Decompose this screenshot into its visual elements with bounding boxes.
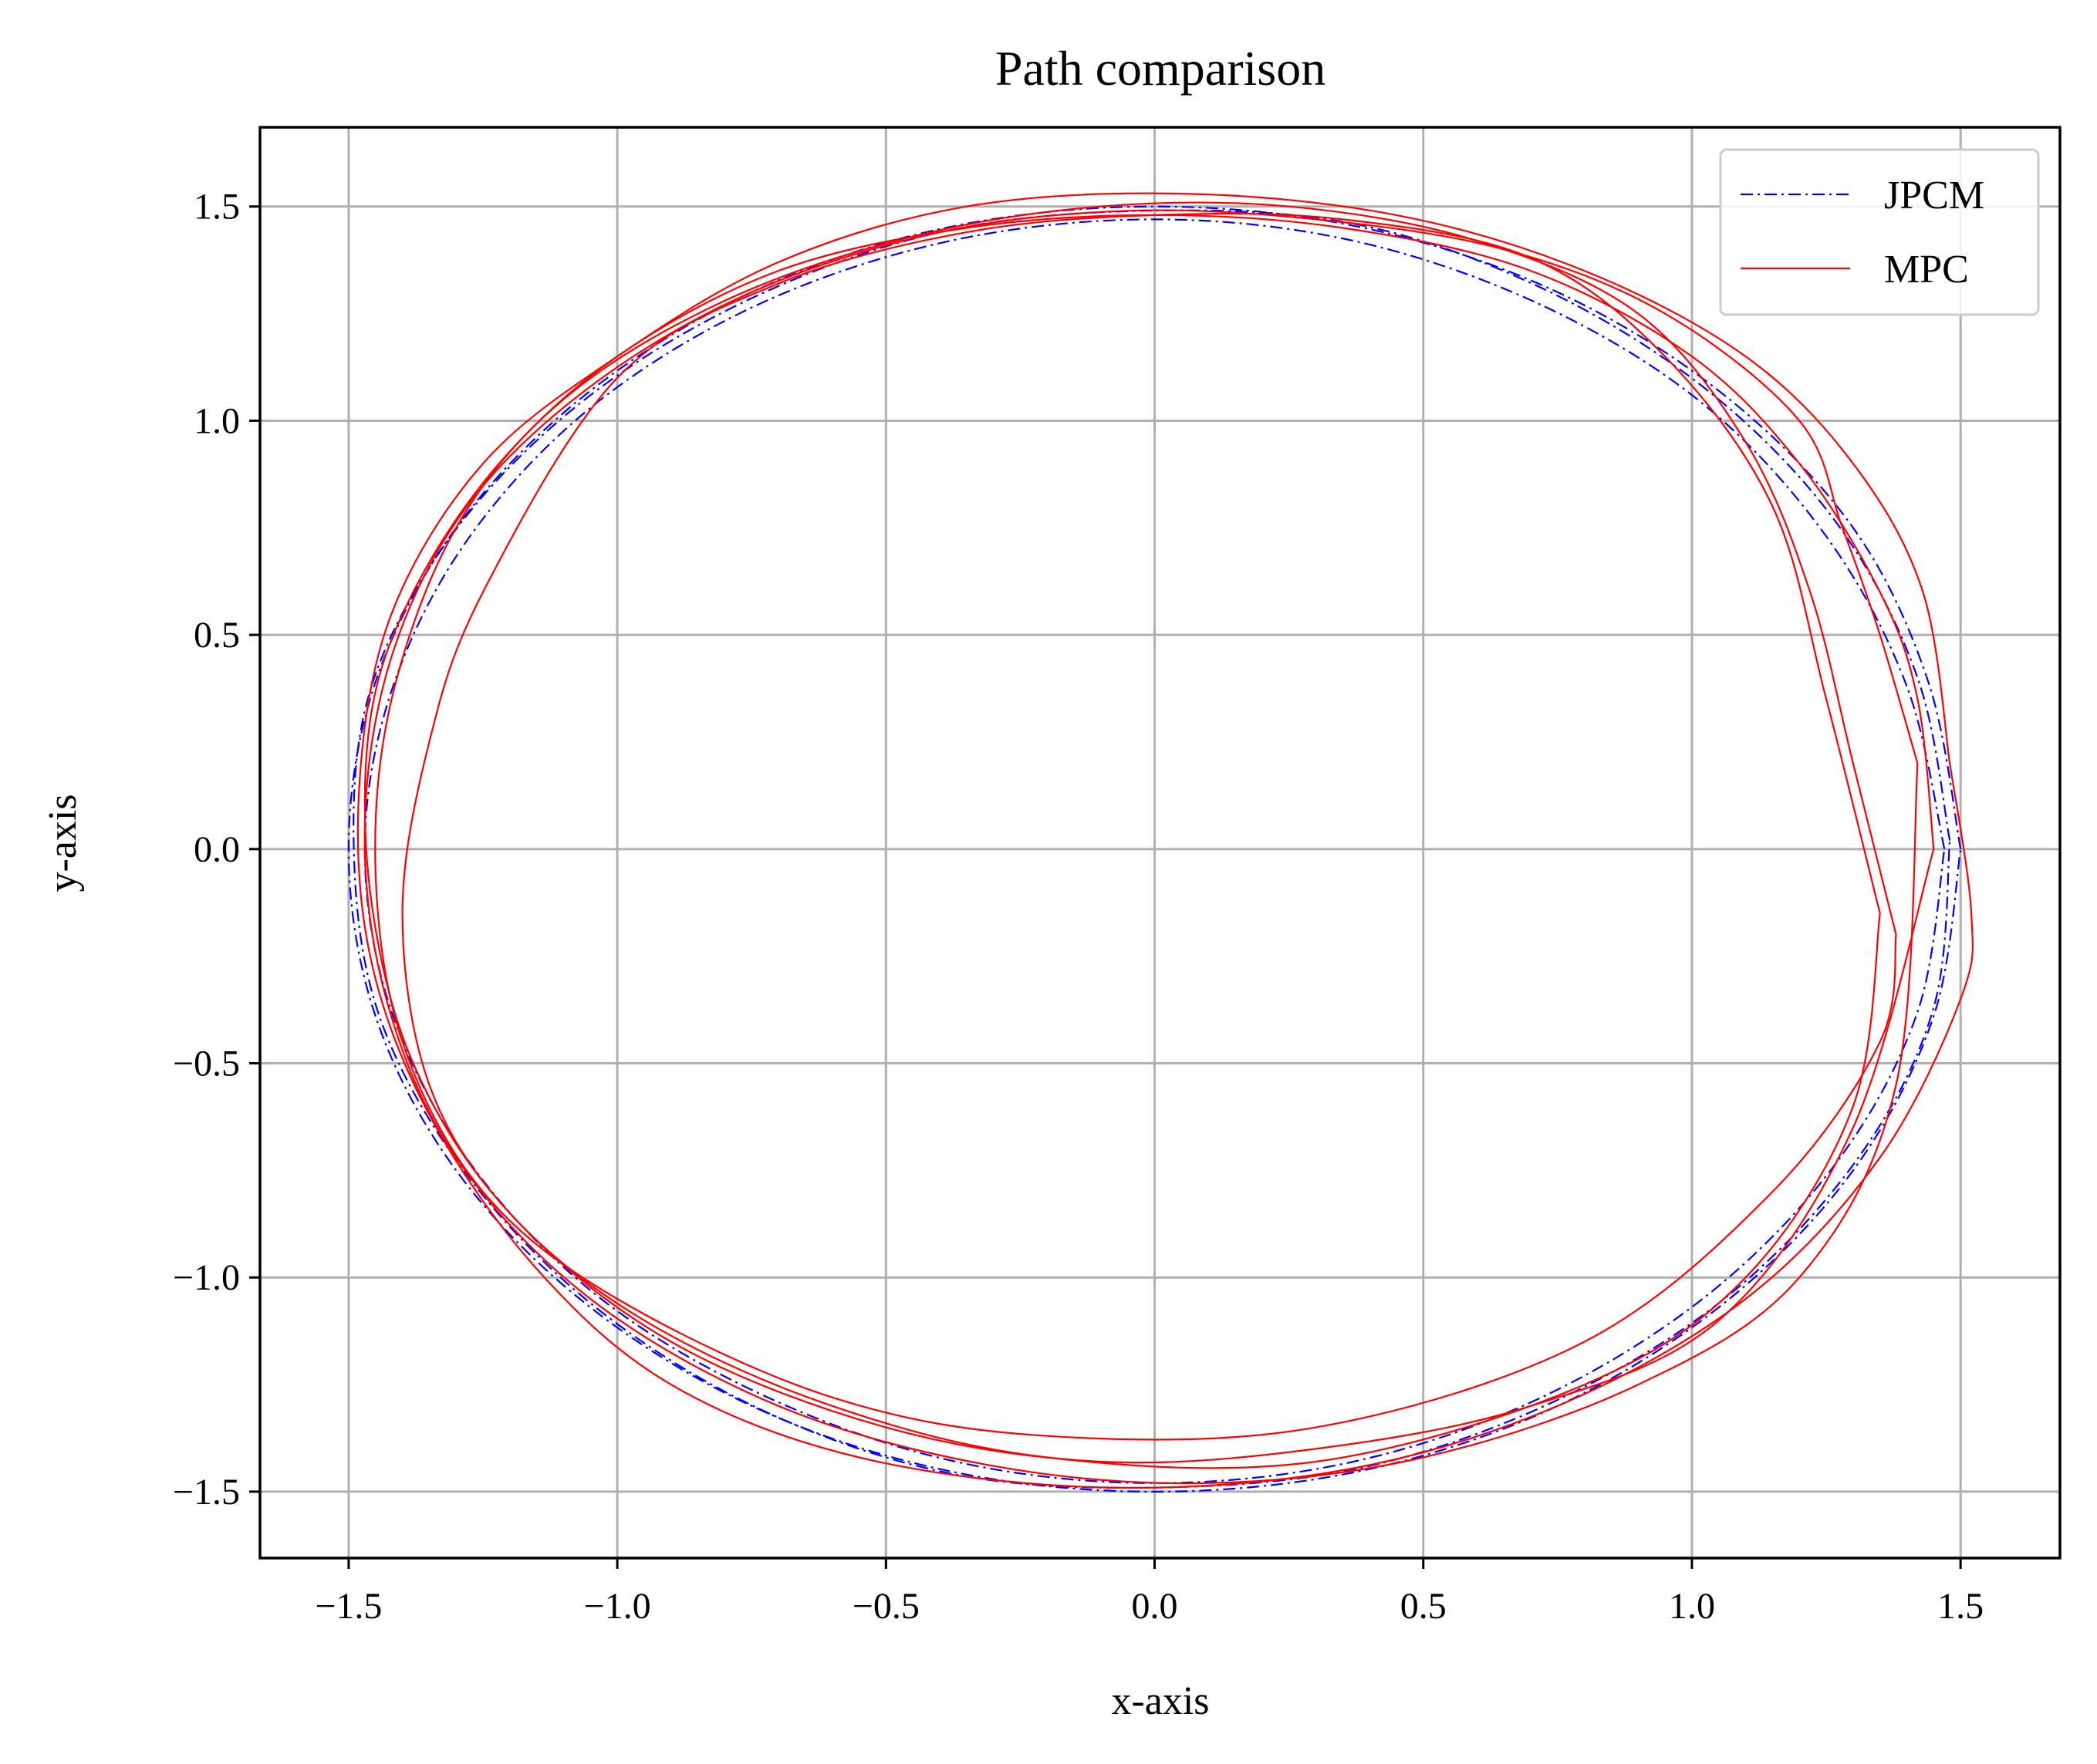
y-tick-label: −1.5 <box>173 1472 240 1513</box>
series-line-mpc <box>356 192 1974 1489</box>
series-line-mpc <box>363 209 1919 1485</box>
y-tick-label: 1.5 <box>194 187 240 228</box>
tick-marks: −1.5 −1.0 −0.5 0.0 0.5 1.0 1.5 −1.5 −1.0 −0.5 0.0 0… <box>173 187 1984 1627</box>
y-tick-label: −0.5 <box>173 1044 240 1084</box>
x-tick-label: 0.0 <box>1132 1586 1178 1627</box>
plot-frame <box>258 126 2062 1560</box>
y-tick-label: −1.0 <box>173 1257 240 1298</box>
series-line-mpc <box>374 201 1897 1441</box>
y-tick-label: 1.0 <box>194 400 240 441</box>
legend-label-jpcm: JPCM <box>1884 174 1984 218</box>
y-tick-label: 0.0 <box>194 829 240 870</box>
y-tick-label: 0.5 <box>194 615 240 656</box>
legend-box <box>1719 148 2040 316</box>
y-axis-label: y-axis <box>41 794 85 892</box>
series-line-mpc <box>401 212 1881 1469</box>
x-axis-label: x-axis <box>1111 1679 1209 1723</box>
x-tick-label: 1.0 <box>1669 1586 1715 1627</box>
x-tick-label: −1.5 <box>315 1586 382 1627</box>
series-layer <box>347 192 1974 1492</box>
x-tick-label: 1.5 <box>1937 1586 1984 1627</box>
chart-title: Path comparison <box>995 41 1325 96</box>
legend: JPCM MPC <box>1719 148 2040 316</box>
x-tick-label: −0.5 <box>853 1586 920 1627</box>
series-line-jpcm <box>353 209 1951 1489</box>
x-tick-label: 0.5 <box>1400 1586 1447 1627</box>
legend-label-mpc: MPC <box>1884 248 1969 292</box>
series-line-mpc <box>363 214 1935 1464</box>
x-tick-label: −1.0 <box>584 1586 651 1627</box>
